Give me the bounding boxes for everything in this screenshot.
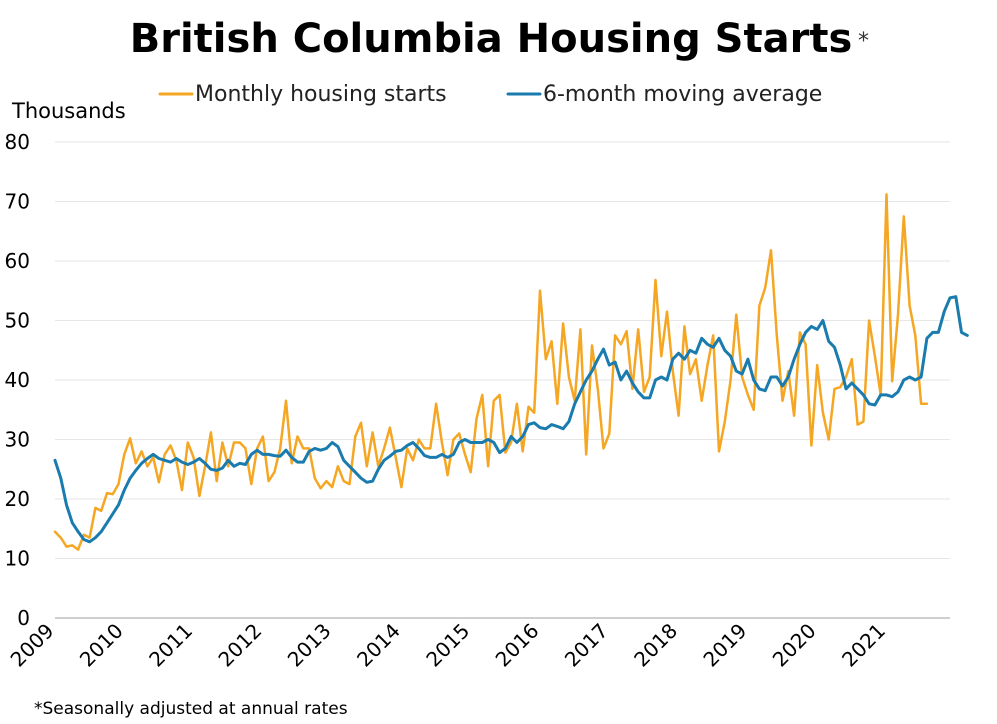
x-tick-label: 2017 [560, 619, 613, 672]
x-tick-label: 2009 [6, 619, 59, 672]
chart-title: British Columbia Housing Starts [130, 16, 853, 62]
y-tick-label: 50 [5, 309, 30, 333]
title-footnote-mark: * [858, 29, 869, 54]
x-tick-label: 2018 [629, 619, 682, 672]
y-tick-label: 20 [5, 487, 30, 511]
x-tick-label: 2014 [352, 619, 405, 672]
x-tick-label: 2019 [698, 619, 751, 672]
series-lines [53, 193, 969, 551]
gridlines [55, 141, 950, 559]
x-tick-label: 2012 [213, 619, 266, 672]
y-tick-label: 40 [5, 368, 30, 392]
x-tick-label: 2013 [283, 619, 336, 672]
y-tick-label: 60 [5, 249, 30, 273]
footnote: *Seasonally adjusted at annual rates [34, 699, 348, 719]
y-tick-label: 80 [5, 130, 30, 154]
legend-label-moving-average: 6-month moving average [543, 82, 822, 107]
y-tick-label: 0 [17, 606, 30, 630]
y-tick-labels: 0 10 20 30 40 50 60 70 80 [5, 130, 30, 630]
x-tick-label: 2010 [75, 619, 128, 672]
x-tick-label: 2011 [144, 619, 197, 672]
series-line-moving-average [53, 295, 969, 544]
x-tick-label: 2021 [837, 619, 890, 672]
x-tick-label: 2015 [421, 619, 474, 672]
x-tick-label: 2016 [491, 619, 544, 672]
legend-label-monthly: Monthly housing starts [195, 82, 447, 107]
y-axis-label: Thousands [11, 99, 126, 123]
y-tick-label: 30 [5, 428, 30, 452]
y-tick-label: 70 [5, 190, 30, 214]
x-tick-label: 2020 [768, 619, 821, 672]
series-line-monthly [53, 193, 929, 551]
y-tick-label: 10 [5, 547, 30, 571]
x-tick-labels: 2009 2010 2011 2012 2013 2014 2015 2016 2017 2018… [6, 619, 890, 672]
legend: Monthly housing starts 6-month moving av… [158, 82, 822, 107]
